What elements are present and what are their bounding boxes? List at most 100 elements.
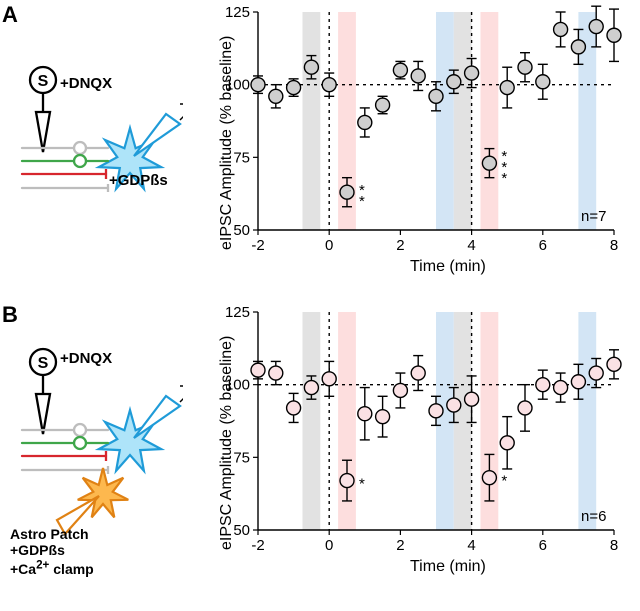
sig-star: * — [359, 476, 365, 493]
data-point — [322, 78, 336, 92]
green-soma — [74, 437, 86, 449]
gray-soma — [74, 424, 86, 436]
shade-region — [436, 312, 454, 530]
data-point — [500, 436, 514, 450]
xlabel-b: Time (min) — [410, 558, 486, 576]
diagram-b: S — [8, 342, 183, 532]
astro-line1: Astro Patch — [10, 526, 89, 542]
pipette-blue — [134, 396, 180, 438]
shade-region — [454, 12, 472, 230]
data-point — [465, 66, 479, 80]
elec-wire — [180, 114, 183, 120]
data-point — [536, 378, 550, 392]
data-point — [287, 81, 301, 95]
data-point — [500, 81, 514, 95]
xtick-label: 4 — [467, 537, 475, 554]
astro-line2: +GDPßs — [10, 542, 65, 558]
stim-tip — [36, 112, 50, 152]
stim-label: S — [38, 355, 49, 372]
data-point — [304, 60, 318, 74]
elec-wire — [180, 396, 183, 402]
ylabel-a: eIPSC Amplitude (% baseline) — [218, 36, 236, 250]
xtick-label: 6 — [539, 237, 547, 254]
data-point — [607, 357, 621, 371]
data-point — [429, 404, 443, 418]
data-point — [447, 75, 461, 89]
data-point — [304, 381, 318, 395]
data-point — [411, 366, 425, 380]
pipette-blue — [134, 114, 180, 156]
astro-tail: clamp — [49, 561, 93, 577]
gdpbs-label-a: +GDPßs — [109, 172, 168, 189]
data-point — [607, 28, 621, 42]
data-point — [571, 375, 585, 389]
data-point — [340, 474, 354, 488]
green-soma — [74, 155, 86, 167]
dnqx-label-a: +DNQX — [60, 75, 112, 92]
n-count-a: n=7 — [581, 208, 606, 225]
chart-a-svg: 5075100125-202468***** — [206, 2, 626, 282]
data-point — [554, 22, 568, 36]
xtick-label: 2 — [396, 237, 404, 254]
ytick-label: 125 — [225, 4, 250, 21]
shade-region — [436, 12, 454, 230]
data-point — [554, 381, 568, 395]
data-point — [251, 363, 265, 377]
data-point — [287, 401, 301, 415]
data-point — [376, 98, 390, 112]
sig-star: * — [501, 473, 507, 490]
data-point — [589, 20, 603, 34]
stim-tip — [36, 394, 50, 434]
xtick-label: 0 — [325, 537, 333, 554]
xtick-label: -2 — [251, 537, 264, 554]
chart-a: 5075100125-202468***** — [206, 2, 626, 282]
figure-root: A S +DNQX +GDPßs 5075100125-202468***** … — [0, 0, 640, 611]
shade-region — [303, 312, 321, 530]
xtick-label: 0 — [325, 237, 333, 254]
astro-line3: +Ca2+ clamp — [10, 561, 94, 577]
data-point — [411, 69, 425, 83]
data-point — [589, 366, 603, 380]
ylabel-b: eIPSC Amplitude (% baseline) — [218, 336, 236, 550]
data-point — [358, 115, 372, 129]
data-point — [358, 407, 372, 421]
data-point — [251, 78, 265, 92]
data-point — [340, 185, 354, 199]
data-point — [393, 383, 407, 397]
shade-region — [454, 312, 472, 530]
data-point — [322, 372, 336, 386]
xtick-label: 6 — [539, 537, 547, 554]
data-point — [269, 89, 283, 103]
stim-label: S — [38, 73, 49, 90]
data-point — [429, 89, 443, 103]
chart-b: 5075100125-202468** — [206, 302, 626, 582]
data-point — [518, 401, 532, 415]
xtick-label: 4 — [467, 237, 475, 254]
xtick-label: 8 — [610, 537, 618, 554]
data-point — [393, 63, 407, 77]
xtick-label: 2 — [396, 537, 404, 554]
chart-b-svg: 5075100125-202468** — [206, 302, 626, 582]
data-point — [482, 156, 496, 170]
data-point — [571, 40, 585, 54]
sig-star: * — [501, 170, 507, 187]
xlabel-a: Time (min) — [410, 258, 486, 276]
data-point — [482, 471, 496, 485]
xtick-label: -2 — [251, 237, 264, 254]
data-point — [465, 392, 479, 406]
data-point — [376, 410, 390, 424]
sig-star: * — [359, 193, 365, 210]
data-point — [518, 60, 532, 74]
data-point — [447, 398, 461, 412]
panel-a-label: A — [2, 2, 18, 28]
astro-sup: 2+ — [36, 558, 49, 571]
xtick-label: 8 — [610, 237, 618, 254]
ytick-label: 125 — [225, 304, 250, 321]
shade-region — [303, 12, 321, 230]
dnqx-label-b: +DNQX — [60, 350, 112, 367]
gray-soma — [74, 142, 86, 154]
shade-region — [578, 312, 596, 530]
n-count-b: n=6 — [581, 508, 606, 525]
astro-label: Astro Patch +GDPßs +Ca2+ clamp — [10, 526, 94, 577]
panel-b-label: B — [2, 302, 18, 328]
